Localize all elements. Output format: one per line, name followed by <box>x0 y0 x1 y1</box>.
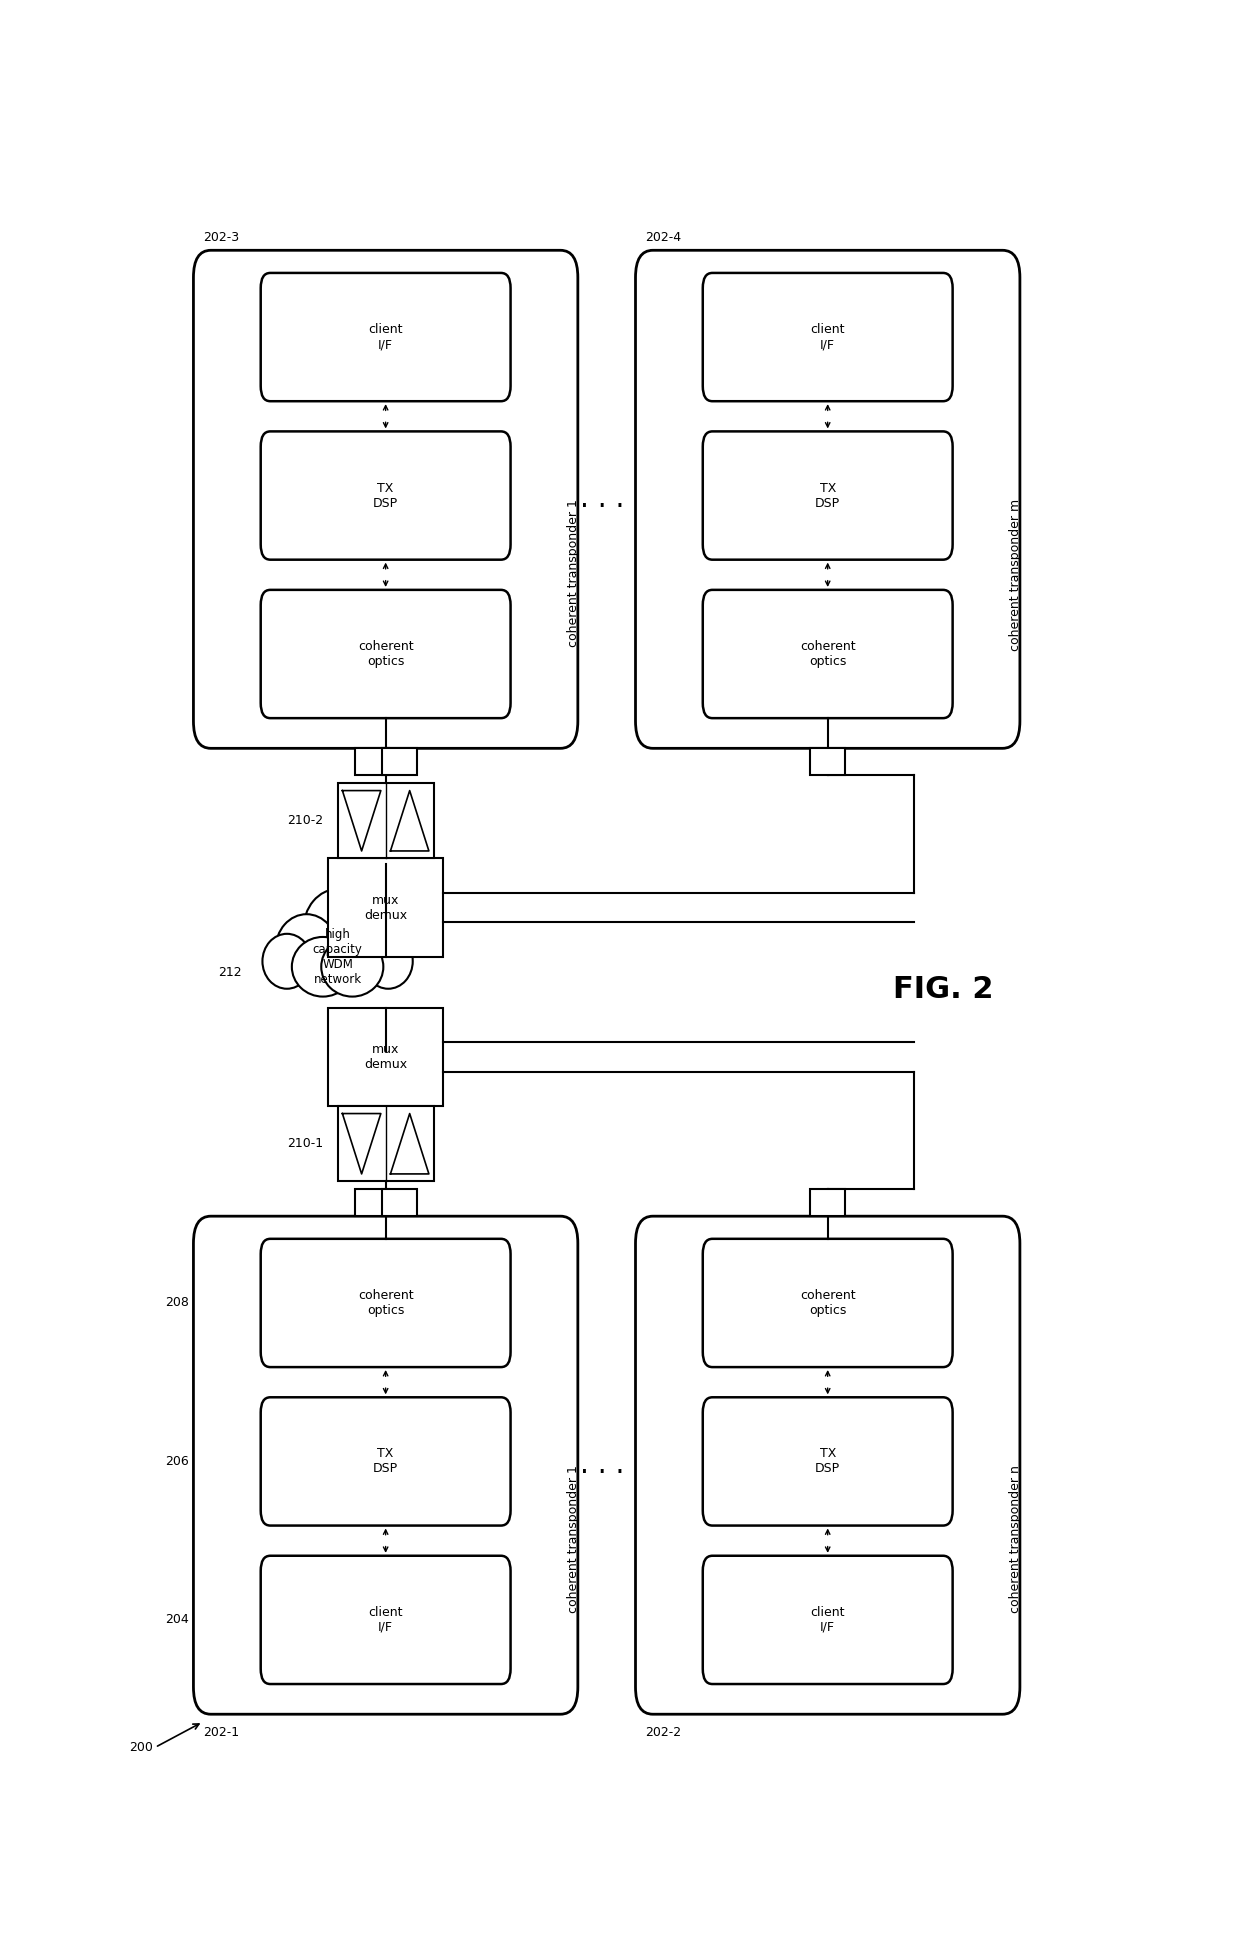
Ellipse shape <box>363 933 413 988</box>
FancyBboxPatch shape <box>635 251 1019 749</box>
Text: client
I/F: client I/F <box>368 1605 403 1635</box>
FancyBboxPatch shape <box>703 1556 952 1684</box>
Text: coherent
optics: coherent optics <box>800 1290 856 1317</box>
FancyBboxPatch shape <box>260 1556 511 1684</box>
Bar <box>355 749 389 776</box>
Text: client
I/F: client I/F <box>811 323 844 351</box>
Text: 212: 212 <box>218 966 242 978</box>
Text: 202-1: 202-1 <box>203 1727 239 1739</box>
Bar <box>811 749 844 776</box>
Polygon shape <box>342 1113 381 1174</box>
Text: coherent
optics: coherent optics <box>358 1290 413 1317</box>
Text: mux
demux: mux demux <box>365 894 407 921</box>
FancyBboxPatch shape <box>703 1397 952 1525</box>
Bar <box>382 749 417 776</box>
Bar <box>337 784 434 858</box>
FancyBboxPatch shape <box>703 1239 952 1368</box>
Text: 210-2: 210-2 <box>286 813 324 827</box>
Polygon shape <box>391 790 429 851</box>
FancyBboxPatch shape <box>193 1215 578 1715</box>
Text: 202-2: 202-2 <box>645 1727 681 1739</box>
Text: mux
demux: mux demux <box>365 1043 407 1070</box>
FancyBboxPatch shape <box>260 1239 511 1368</box>
Text: 202-3: 202-3 <box>203 231 239 245</box>
Bar <box>327 1007 444 1105</box>
Text: coherent transponder 1: coherent transponder 1 <box>567 1466 579 1613</box>
FancyBboxPatch shape <box>260 431 511 561</box>
FancyBboxPatch shape <box>635 1215 1019 1715</box>
Ellipse shape <box>291 937 353 996</box>
Text: TX
DSP: TX DSP <box>815 482 841 510</box>
Text: coherent transponder 1: coherent transponder 1 <box>567 500 579 647</box>
Text: TX
DSP: TX DSP <box>373 1446 398 1476</box>
FancyBboxPatch shape <box>703 431 952 561</box>
Text: 204: 204 <box>165 1613 188 1627</box>
Text: TX
DSP: TX DSP <box>815 1446 841 1476</box>
FancyBboxPatch shape <box>260 1397 511 1525</box>
Text: TX
DSP: TX DSP <box>373 482 398 510</box>
Text: client
I/F: client I/F <box>811 1605 844 1635</box>
Bar <box>811 1190 844 1215</box>
Ellipse shape <box>321 937 383 996</box>
Text: . . .: . . . <box>579 486 624 514</box>
Text: coherent
optics: coherent optics <box>358 641 413 668</box>
Text: 202-4: 202-4 <box>645 231 681 245</box>
Bar <box>382 1190 417 1215</box>
Polygon shape <box>342 790 381 851</box>
FancyBboxPatch shape <box>193 251 578 749</box>
Ellipse shape <box>275 913 337 984</box>
FancyBboxPatch shape <box>260 590 511 717</box>
Text: 206: 206 <box>165 1454 188 1468</box>
Text: FIG. 2: FIG. 2 <box>893 976 993 1004</box>
Text: client
I/F: client I/F <box>368 323 403 351</box>
Text: 200: 200 <box>129 1740 153 1754</box>
Ellipse shape <box>337 913 399 984</box>
Polygon shape <box>391 1113 429 1174</box>
Bar <box>337 1105 434 1182</box>
FancyBboxPatch shape <box>703 272 952 402</box>
Ellipse shape <box>304 890 372 970</box>
Bar <box>355 1190 389 1215</box>
Bar <box>327 858 444 956</box>
Text: high
capacity
WDM
network: high capacity WDM network <box>312 929 362 986</box>
FancyBboxPatch shape <box>703 590 952 717</box>
Text: . . .: . . . <box>579 1450 624 1480</box>
Ellipse shape <box>263 933 311 988</box>
Text: 208: 208 <box>165 1296 188 1309</box>
Text: 210-1: 210-1 <box>286 1137 324 1151</box>
Text: coherent transponder m: coherent transponder m <box>1008 500 1022 651</box>
FancyBboxPatch shape <box>260 272 511 402</box>
Text: coherent transponder n: coherent transponder n <box>1008 1466 1022 1613</box>
Text: coherent
optics: coherent optics <box>800 641 856 668</box>
